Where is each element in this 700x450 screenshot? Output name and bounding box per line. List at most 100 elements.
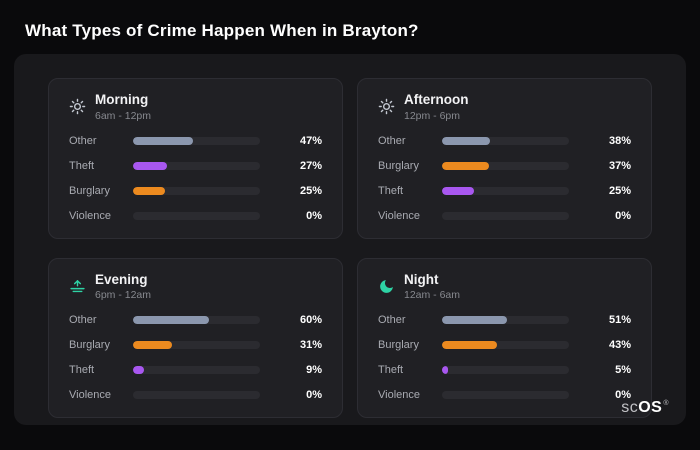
bar-fill xyxy=(442,136,491,145)
bar-row: Violence 0% xyxy=(378,389,631,401)
card-header-text: Evening 6pm - 12am xyxy=(95,272,151,302)
bar-track xyxy=(442,341,569,350)
sunset-icon xyxy=(69,278,86,295)
scos-logo-suffix: OS xyxy=(638,399,663,416)
bar-row: Burglary 43% xyxy=(378,339,631,351)
card-subtitle: 12pm - 6pm xyxy=(404,109,461,122)
card-subtitle: 6am - 12pm xyxy=(95,109,152,122)
bar-value: 0% xyxy=(306,209,322,222)
page-header: What Types of Crime Happen When in Brayt… xyxy=(0,0,700,54)
card-header-text: Night 12am - 6am xyxy=(404,272,460,302)
bar-track xyxy=(442,366,569,375)
bar-value: 51% xyxy=(608,314,631,327)
bar-value: 31% xyxy=(299,339,322,352)
scos-logo-prefix: sc xyxy=(621,399,639,416)
moon-icon xyxy=(378,278,395,295)
bar-row: Other 47% xyxy=(69,135,322,147)
bar-fill xyxy=(442,366,449,375)
bar-row: Theft 25% xyxy=(378,185,631,197)
card-title: Night xyxy=(404,271,439,287)
bar-label: Theft xyxy=(378,184,404,197)
bar-value: 25% xyxy=(299,184,322,197)
cards-grid: Morning 6am - 12pm Other 47% Theft 27% B… xyxy=(14,54,686,419)
bar-row: Violence 0% xyxy=(69,210,322,222)
bar-row: Violence 0% xyxy=(378,210,631,222)
bar-row: Other 60% xyxy=(69,314,322,326)
bar-track xyxy=(442,136,569,145)
card-header: Morning 6am - 12pm xyxy=(69,92,322,122)
card-header: Afternoon 12pm - 6pm xyxy=(378,92,631,122)
bar-value: 0% xyxy=(306,389,322,402)
bar-label: Other xyxy=(378,134,406,147)
bar-row: Theft 27% xyxy=(69,160,322,172)
bar-label: Burglary xyxy=(69,339,110,352)
bar-label: Violence xyxy=(378,389,420,402)
bar-value: 43% xyxy=(608,339,631,352)
bar-row: Other 38% xyxy=(378,135,631,147)
bar-track xyxy=(133,211,260,220)
bar-label: Theft xyxy=(69,159,95,172)
card-header: Evening 6pm - 12am xyxy=(69,272,322,302)
bar-rows: Other 38% Burglary 37% Theft 25% Violenc… xyxy=(378,135,631,222)
card-subtitle: 12am - 6am xyxy=(404,289,461,302)
bar-row: Violence 0% xyxy=(69,389,322,401)
bar-fill xyxy=(442,341,497,350)
sun-icon xyxy=(69,98,86,115)
bar-row: Burglary 37% xyxy=(378,160,631,172)
registered-mark: ® xyxy=(663,400,669,407)
bar-value: 0% xyxy=(615,209,631,222)
bar-value: 9% xyxy=(306,364,322,377)
card-header: Night 12am - 6am xyxy=(378,272,631,302)
bar-row: Burglary 25% xyxy=(69,185,322,197)
bar-track xyxy=(133,341,260,350)
bar-label: Violence xyxy=(69,389,111,402)
bar-fill xyxy=(133,341,173,350)
crime-time-panel: Morning 6am - 12pm Other 47% Theft 27% B… xyxy=(14,54,686,425)
bar-fill xyxy=(133,161,168,170)
bar-track xyxy=(133,186,260,195)
bar-fill xyxy=(442,316,507,325)
bar-rows: Other 60% Burglary 31% Theft 9% Violence xyxy=(69,314,322,401)
bar-fill xyxy=(442,186,474,195)
card-title: Evening xyxy=(95,271,148,287)
bar-track xyxy=(442,186,569,195)
bar-track xyxy=(133,161,260,170)
bar-label: Violence xyxy=(378,209,420,222)
bar-track xyxy=(442,161,569,170)
card-morning: Morning 6am - 12pm Other 47% Theft 27% B… xyxy=(48,78,343,239)
card-afternoon: Afternoon 12pm - 6pm Other 38% Burglary … xyxy=(357,78,652,239)
bar-track xyxy=(442,211,569,220)
card-header-text: Afternoon 12pm - 6pm xyxy=(404,92,469,122)
bar-label: Other xyxy=(378,314,406,327)
bar-fill xyxy=(133,316,210,325)
bar-label: Theft xyxy=(378,364,404,377)
bar-value: 38% xyxy=(608,134,631,147)
bar-rows: Other 47% Theft 27% Burglary 25% Violenc… xyxy=(69,135,322,222)
bar-value: 37% xyxy=(608,159,631,172)
card-title: Morning xyxy=(95,92,149,107)
card-evening: Evening 6pm - 12am Other 60% Burglary 31… xyxy=(48,257,343,419)
bar-track xyxy=(133,366,260,375)
bar-value: 5% xyxy=(615,364,631,377)
bar-track xyxy=(133,391,260,400)
bar-value: 47% xyxy=(299,134,322,147)
bar-fill xyxy=(133,186,165,195)
bar-row: Theft 9% xyxy=(69,364,322,376)
bar-row: Burglary 31% xyxy=(69,339,322,351)
bar-fill xyxy=(133,136,193,145)
bar-label: Burglary xyxy=(378,159,419,172)
bar-track xyxy=(442,316,569,325)
page-title: What Types of Crime Happen When in Brayt… xyxy=(25,21,419,40)
bar-track xyxy=(133,316,260,325)
bar-label: Burglary xyxy=(69,184,110,197)
bar-fill xyxy=(133,366,145,375)
bar-row: Other 51% xyxy=(378,314,631,326)
bar-value: 60% xyxy=(299,314,322,327)
scos-logo: sc OS ® xyxy=(621,399,669,417)
bar-track xyxy=(133,136,260,145)
bar-label: Theft xyxy=(69,364,95,377)
bar-track xyxy=(442,391,569,400)
bar-value: 0% xyxy=(615,389,631,402)
bar-fill xyxy=(442,161,489,170)
card-title: Afternoon xyxy=(404,92,469,107)
